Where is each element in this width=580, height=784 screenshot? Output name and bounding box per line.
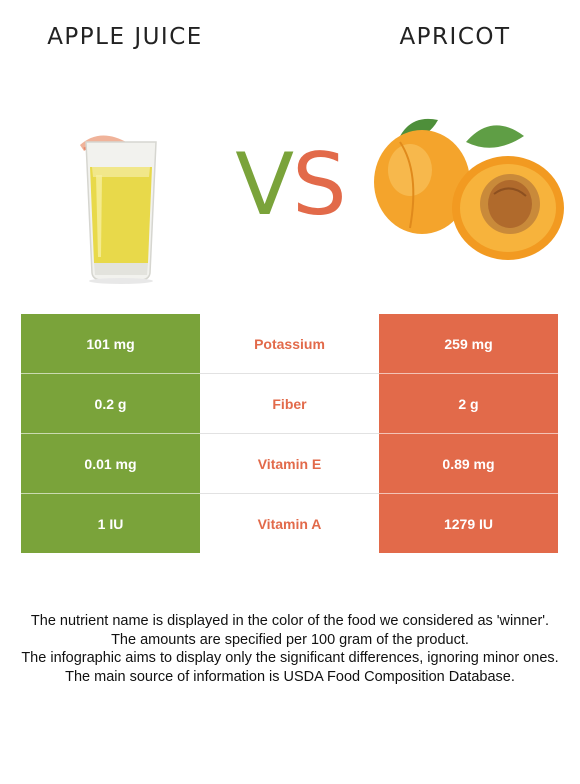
right-value: 2 g bbox=[379, 373, 558, 434]
table-row: 101 mg Potassium 259 mg bbox=[21, 314, 558, 374]
apricot-fruit-icon bbox=[374, 118, 564, 260]
footnote-line: The nutrient name is displayed in the co… bbox=[30, 613, 550, 629]
right-value: 0.89 mg bbox=[379, 433, 558, 494]
footnote: The nutrient name is displayed in the co… bbox=[20, 612, 560, 686]
apple-juice-glass-icon bbox=[80, 135, 157, 284]
left-value: 1 IU bbox=[21, 493, 200, 553]
table-row: 1 IU Vitamin A 1279 IU bbox=[21, 493, 558, 553]
left-value: 0.01 mg bbox=[21, 433, 200, 494]
left-value: 0.2 g bbox=[21, 373, 200, 434]
right-value: 1279 IU bbox=[379, 493, 558, 553]
table-row: 0.2 g Fiber 2 g bbox=[21, 373, 558, 434]
nutrient-name: Fiber bbox=[200, 373, 379, 434]
footnote-line: The main source of information is USDA F… bbox=[65, 668, 515, 685]
footnote-line: The amounts are specified per 100 gram o… bbox=[111, 631, 469, 648]
right-value: 259 mg bbox=[379, 314, 558, 374]
nutrient-name: Potassium bbox=[200, 314, 379, 374]
table-row: 0.01 mg Vitamin E 0.89 mg bbox=[21, 433, 558, 494]
nutrient-comparison-table: 101 mg Potassium 259 mg 0.2 g Fiber 2 g … bbox=[21, 314, 558, 553]
left-food-title: APPLE JUICE bbox=[47, 24, 203, 50]
left-value: 101 mg bbox=[21, 314, 200, 374]
versus-label: VS bbox=[235, 135, 346, 235]
nutrient-name: Vitamin A bbox=[200, 493, 379, 553]
footnote-line: The infographic aims to display only the… bbox=[21, 650, 559, 666]
nutrient-name: Vitamin E bbox=[200, 433, 379, 494]
right-food-title: APRICOT bbox=[399, 24, 511, 50]
